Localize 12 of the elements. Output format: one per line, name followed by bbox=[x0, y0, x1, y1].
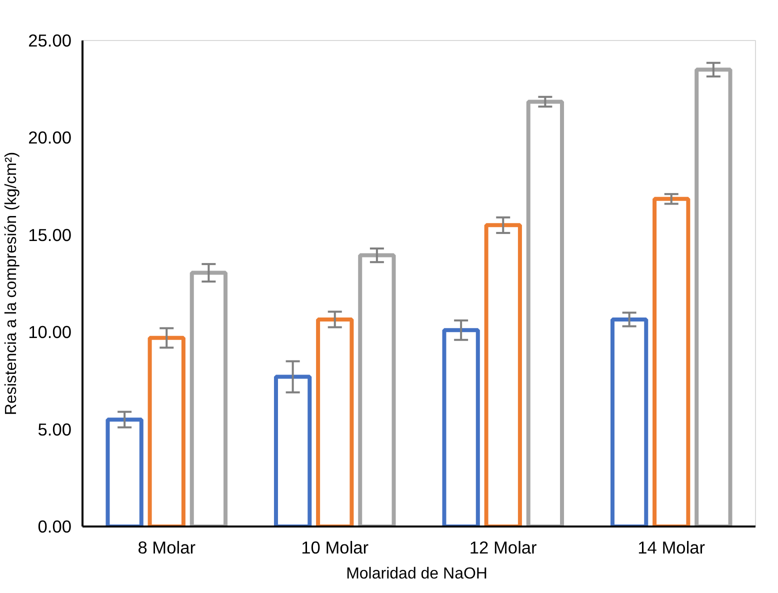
x-tick-label: 12 Molar bbox=[469, 538, 538, 558]
y-tick-label: 20.00 bbox=[28, 128, 72, 148]
y-tick-label: 10.00 bbox=[28, 322, 72, 342]
y-tick-label: 25.00 bbox=[28, 30, 72, 50]
x-axis-title: Molaridad de NaOH bbox=[346, 566, 488, 582]
y-tick-label: 15.00 bbox=[28, 224, 72, 245]
x-tick-label: 10 Molar bbox=[301, 538, 369, 558]
y-tick-label: 0.00 bbox=[38, 516, 72, 536]
y-tick-label: 5.00 bbox=[38, 419, 72, 440]
y-axis-title: Resistencia a la compresión (kg/cm²) bbox=[3, 152, 20, 416]
x-tick-label: 14 Molar bbox=[638, 538, 706, 558]
x-tick-label: 8 Molar bbox=[138, 538, 196, 558]
